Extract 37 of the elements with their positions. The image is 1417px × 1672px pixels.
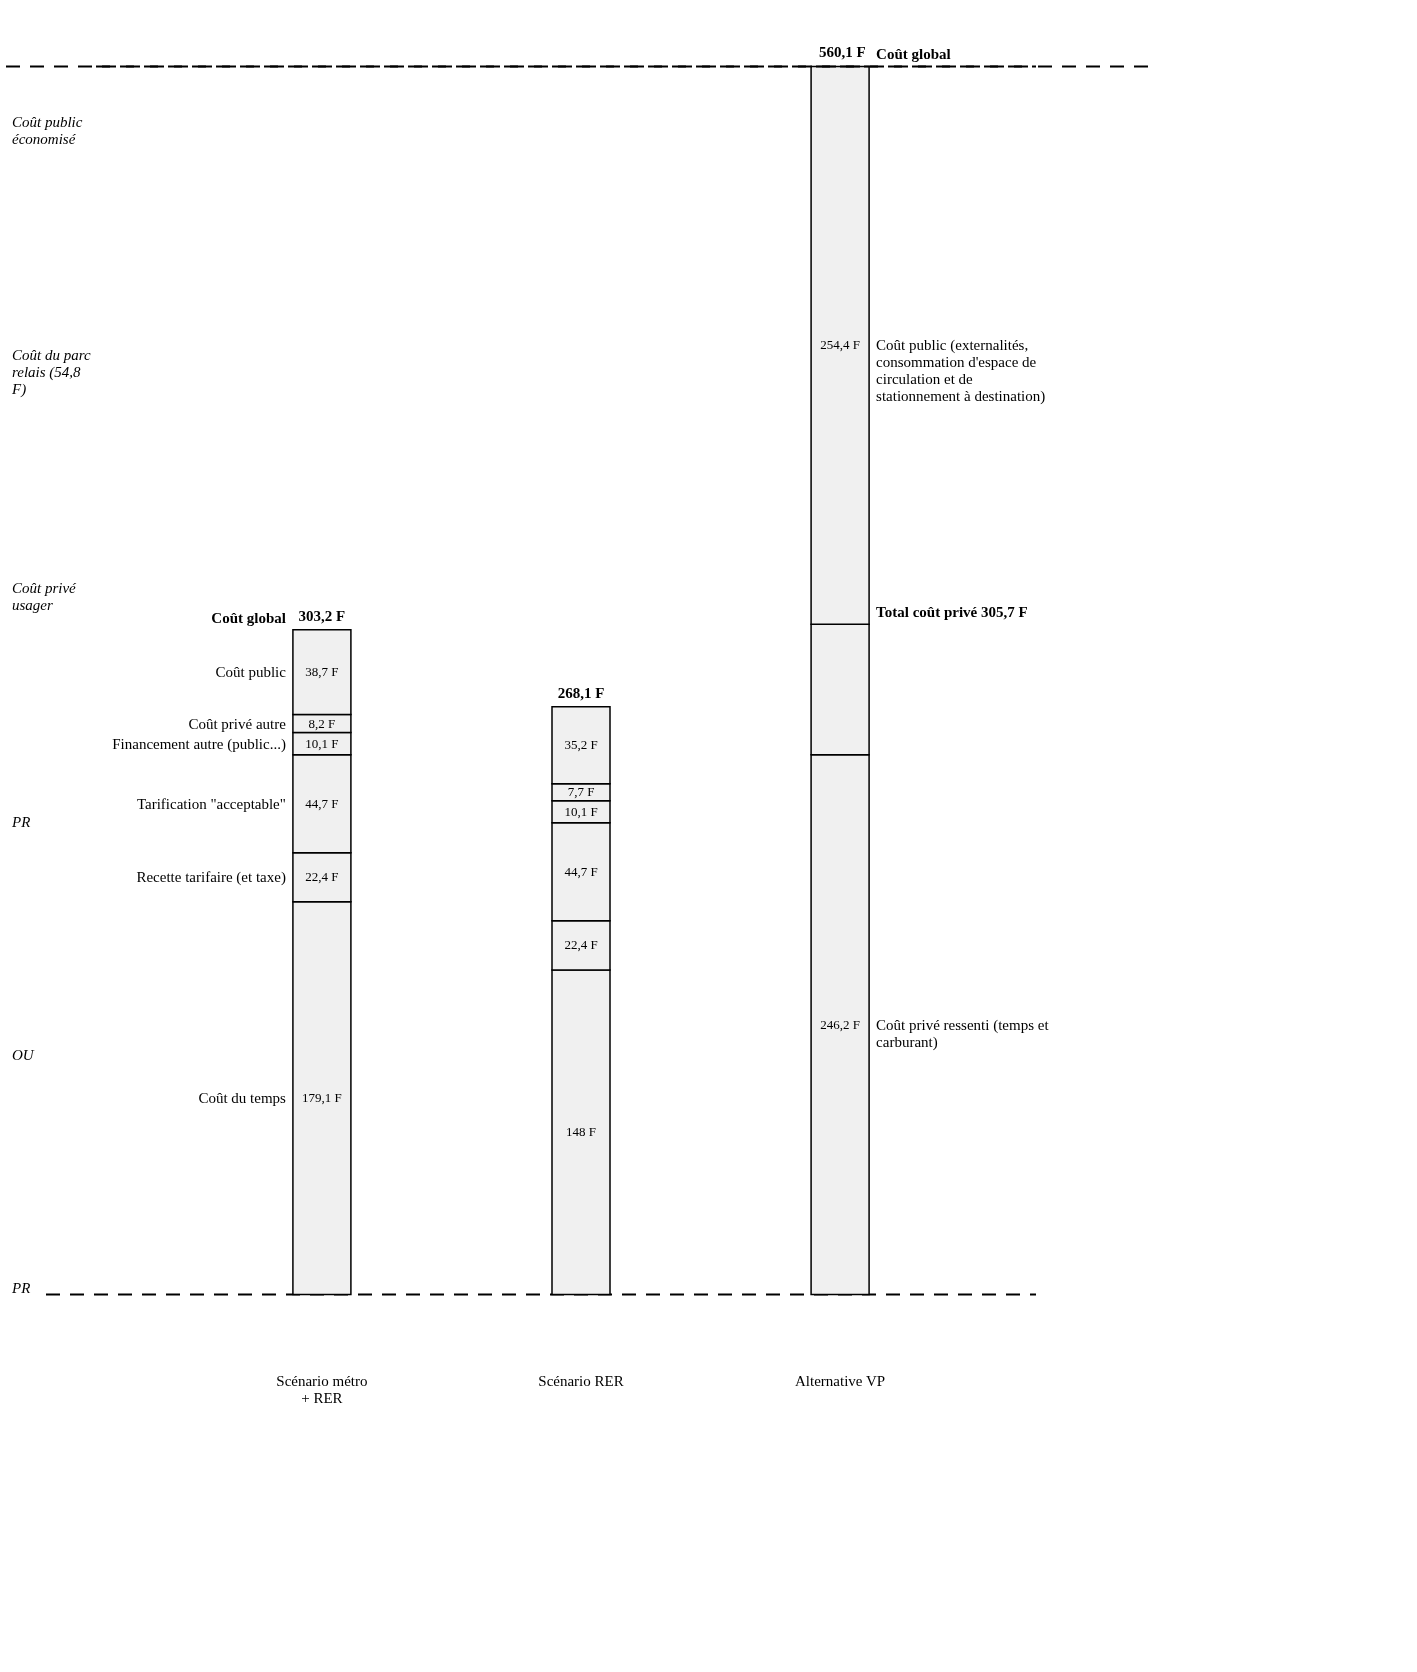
series-label: Coût public [215, 664, 287, 681]
x-tick-label: Scénario métro + RER [276, 1373, 368, 1407]
annotation: Coût global [211, 609, 286, 626]
data-label: 179,1 F [302, 1090, 342, 1106]
data-label: 10,1 F [564, 803, 598, 819]
annotation: Coût du parc relais (54,8 F) [11, 347, 91, 398]
data-label: 8,2 F [308, 715, 336, 731]
ref-line-label: 560,1 F [819, 44, 866, 61]
text: PR [11, 813, 31, 830]
data-label: 10,1 F [305, 735, 339, 751]
data-label: 22,4 F [305, 869, 339, 885]
data-label: 44,7 F [564, 863, 598, 879]
data-label: 7,7 F [567, 784, 595, 800]
annotation: Coût privé usager [12, 580, 78, 614]
data-label: 22,4 F [564, 937, 598, 953]
annotation: Coût global [876, 46, 951, 63]
total-label: 268,1 F [557, 684, 605, 701]
text: OU [12, 1047, 35, 1063]
text: PR [11, 1280, 31, 1297]
series-label: Coût privé autre [188, 715, 287, 732]
x-tick-label: Alternative VP [795, 1373, 886, 1390]
data-label: 148 F [566, 1124, 596, 1140]
series-label: Financement autre (public...) [112, 735, 286, 753]
data-label: 35,2 F [564, 737, 598, 753]
x-tick-label: Scénario RER [538, 1373, 624, 1390]
series-label: Coût du temps [198, 1090, 287, 1107]
series-label: Coût privé ressenti (temps et carburant) [876, 1016, 1050, 1051]
data-label: 254,4 F [820, 337, 860, 353]
annotation: Coût public économisé [12, 113, 83, 147]
series-label: Tarification "acceptable" [136, 795, 286, 812]
data-label: 44,7 F [305, 795, 339, 811]
data-label: 246,2 F [820, 1016, 860, 1032]
series-label: Recette tarifaire (et taxe) [136, 869, 286, 887]
total-label: 303,2 F [298, 607, 346, 624]
data-label: 38,7 F [305, 664, 339, 680]
series-label: Coût public (externalités, consommation d'espace de circulation et de stationnement à destination) [876, 337, 1046, 406]
annotation: Total coût privé 305,7 F [876, 604, 1028, 621]
